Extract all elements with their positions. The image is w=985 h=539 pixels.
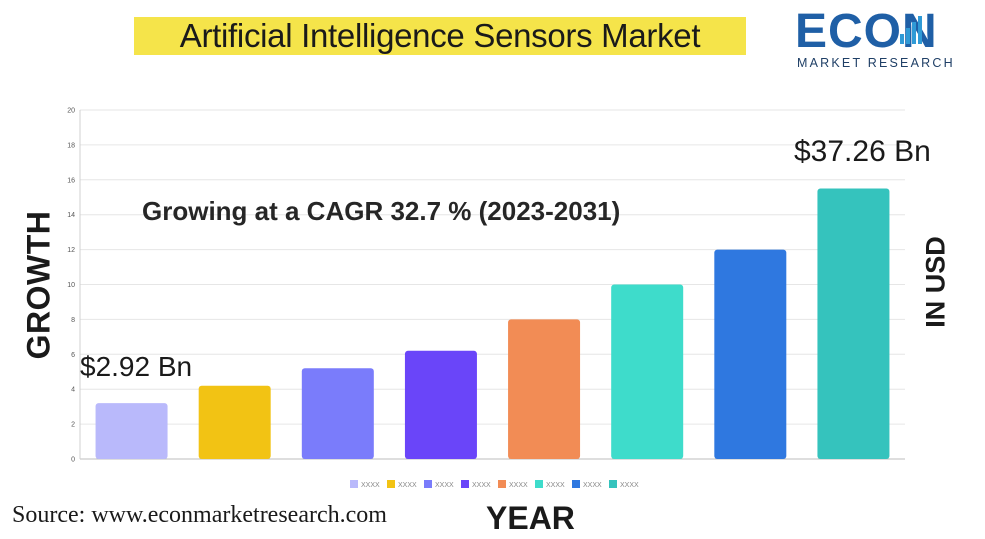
legend-label: XXXX	[472, 482, 491, 489]
bar-3	[301, 368, 374, 459]
legend-label: XXXX	[620, 482, 639, 489]
legend-swatch	[424, 480, 432, 488]
y-axis-label-left: GROWTH	[20, 210, 57, 360]
bar-6	[611, 284, 684, 459]
y-tick-label: 18	[67, 142, 75, 149]
legend-swatch	[535, 480, 543, 488]
y-tick-label: 6	[71, 352, 75, 359]
y-axis-label-right: IN USD	[920, 236, 951, 328]
legend-swatch	[572, 480, 580, 488]
bar-8	[817, 188, 890, 459]
y-tick-label: 10	[67, 282, 75, 289]
y-tick-label: 12	[67, 247, 75, 254]
source-note: Source: www.econmarketresearch.com	[12, 502, 387, 528]
legend-label: XXXX	[509, 482, 528, 489]
legend-swatch	[609, 480, 617, 488]
y-tick-label: 0	[71, 457, 75, 464]
y-tick-label: 16	[67, 177, 75, 184]
logo-subtitle: MARKET RESEARCH	[797, 56, 955, 70]
legend-swatch	[498, 480, 506, 488]
legend-label: XXXX	[546, 482, 565, 489]
bar-5	[508, 319, 581, 459]
y-tick-label: 2	[71, 422, 75, 429]
y-tick-label: 20	[67, 108, 75, 115]
legend-swatch	[387, 480, 395, 488]
legend-label: XXXX	[398, 482, 417, 489]
y-tick-label: 8	[71, 317, 75, 324]
legend-label: XXXX	[583, 482, 602, 489]
cagr-annotation: Growing at a CAGR 32.7 % (2023-2031)	[142, 196, 621, 226]
bar-1	[95, 403, 168, 459]
end-value-label: $37.26 Bn	[794, 135, 931, 168]
legend-label: XXXX	[361, 482, 380, 489]
bar-2	[198, 385, 271, 459]
legend-label: XXXX	[435, 482, 454, 489]
legend-swatch	[350, 480, 358, 488]
x-axis-label: YEAR	[486, 500, 575, 536]
y-tick-label: 4	[71, 387, 75, 394]
legend-swatch	[461, 480, 469, 488]
bar-7	[714, 249, 787, 459]
growth-bars-icon	[900, 16, 922, 44]
bar-4	[404, 350, 477, 459]
start-value-label: $2.92 Bn	[80, 351, 193, 382]
y-tick-label: 14	[67, 212, 75, 219]
econ-logo: ECON MARKET RESEARCH	[795, 6, 973, 72]
chart-title: Artificial Intelligence Sensors Market	[134, 17, 746, 55]
